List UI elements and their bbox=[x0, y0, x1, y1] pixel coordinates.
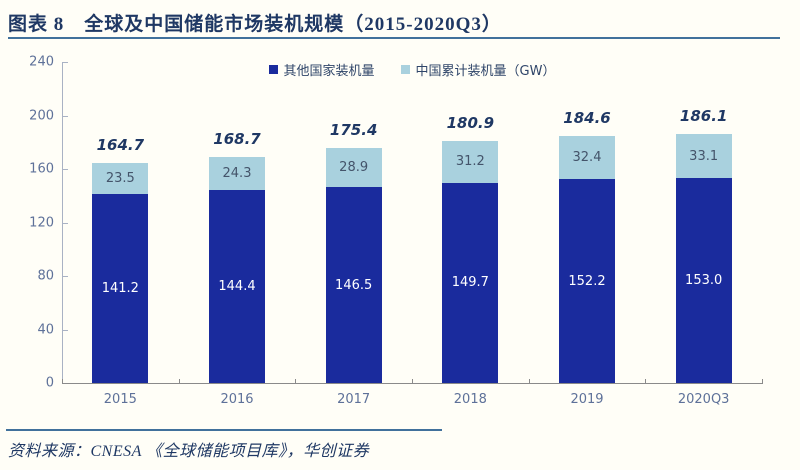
x-axis-label: 2015 bbox=[103, 392, 137, 407]
y-axis-label: 0 bbox=[45, 375, 54, 391]
x-axis-tick bbox=[295, 379, 297, 383]
bar-total-label: 186.1 bbox=[679, 107, 728, 126]
y-axis-tick bbox=[63, 62, 68, 63]
y-axis-tick bbox=[63, 115, 68, 117]
bar-segment-label: 31.2 bbox=[455, 154, 485, 170]
y-axis-tick bbox=[63, 276, 68, 277]
figure-title: 图表 8 全球及中国储能市场装机规模（2015-2020Q3） bbox=[8, 14, 502, 35]
x-axis-tick bbox=[62, 379, 63, 383]
y-axis-tick bbox=[63, 329, 68, 331]
x-axis-label: 2018 bbox=[453, 392, 487, 407]
x-axis-tick bbox=[178, 379, 180, 383]
chart-legend: 其他国家装机量 中国累计装机量（GW） bbox=[62, 60, 762, 79]
bar-segment: 152.2 bbox=[559, 179, 615, 383]
bar-segment-label: 141.2 bbox=[101, 281, 139, 297]
source-note: 资料来源：CNESA 《全球储能项目库》，华创证券 bbox=[8, 443, 370, 460]
x-axis-line bbox=[62, 383, 763, 384]
bar-total-label: 180.9 bbox=[446, 114, 495, 133]
legend-swatch-light-blue bbox=[400, 65, 410, 74]
bar-segment: 149.7 bbox=[442, 182, 499, 383]
bar-segment-label: 146.5 bbox=[335, 277, 373, 293]
bar-segment: 23.5 bbox=[92, 162, 149, 195]
x-axis-tick bbox=[412, 379, 413, 383]
bar-segment: 32.4 bbox=[559, 136, 615, 180]
y-axis-label: 120 bbox=[29, 215, 54, 230]
bar-segment: 31.2 bbox=[442, 141, 499, 183]
bar-total-label: 164.7 bbox=[96, 135, 145, 154]
bar-segment-label: 153.0 bbox=[685, 273, 723, 289]
bar-segment-label: 33.1 bbox=[689, 148, 719, 164]
bar-segment: 146.5 bbox=[325, 187, 382, 383]
x-axis-label: 2019 bbox=[570, 392, 604, 407]
y-axis-label: 160 bbox=[29, 161, 54, 177]
bar-segment-label: 24.3 bbox=[222, 166, 252, 182]
bar-segment: 144.4 bbox=[209, 189, 265, 383]
legend-item-other-countries: 其他国家装机量 bbox=[268, 60, 375, 79]
title-divider bbox=[8, 37, 780, 39]
y-axis-label: 200 bbox=[29, 108, 54, 123]
bar-segment-label: 23.5 bbox=[105, 170, 135, 186]
x-axis-tick bbox=[528, 379, 530, 383]
bar-segment-label: 28.9 bbox=[339, 160, 369, 176]
y-axis-label: 240 bbox=[29, 54, 54, 70]
legend-label-other-countries: 其他国家装机量 bbox=[283, 64, 375, 79]
footer-divider bbox=[6, 429, 442, 431]
y-axis-label: 40 bbox=[37, 322, 54, 337]
bar-total-label: 184.6 bbox=[563, 109, 611, 128]
bar-segment-label: 152.2 bbox=[568, 273, 606, 289]
bar-segment-label: 149.7 bbox=[451, 275, 489, 291]
bar-segment-label: 32.4 bbox=[572, 150, 602, 166]
x-axis-tick bbox=[645, 379, 647, 383]
legend-label-china: 中国累计装机量（GW） bbox=[415, 64, 556, 79]
bar-segment-label: 144.4 bbox=[218, 278, 256, 294]
bar-segment: 24.3 bbox=[209, 157, 265, 190]
x-axis-label: 2017 bbox=[337, 392, 371, 407]
x-axis-label: 2016 bbox=[220, 392, 254, 407]
legend-swatch-dark-blue bbox=[268, 65, 278, 74]
bar-segment: 28.9 bbox=[325, 148, 382, 188]
bar-segment: 141.2 bbox=[92, 194, 149, 383]
bar-total-label: 168.7 bbox=[213, 130, 261, 149]
y-axis-label: 80 bbox=[37, 268, 54, 284]
x-axis-label: 2020Q3 bbox=[677, 392, 730, 407]
y-axis-line bbox=[62, 62, 63, 383]
y-axis-tick bbox=[63, 222, 68, 224]
y-axis-tick bbox=[63, 169, 68, 170]
x-axis-tick bbox=[762, 379, 763, 383]
bar-segment: 153.0 bbox=[675, 178, 732, 383]
bar-segment: 33.1 bbox=[675, 134, 732, 179]
bar-total-label: 175.4 bbox=[329, 121, 378, 140]
legend-item-china: 中国累计装机量（GW） bbox=[400, 60, 556, 79]
